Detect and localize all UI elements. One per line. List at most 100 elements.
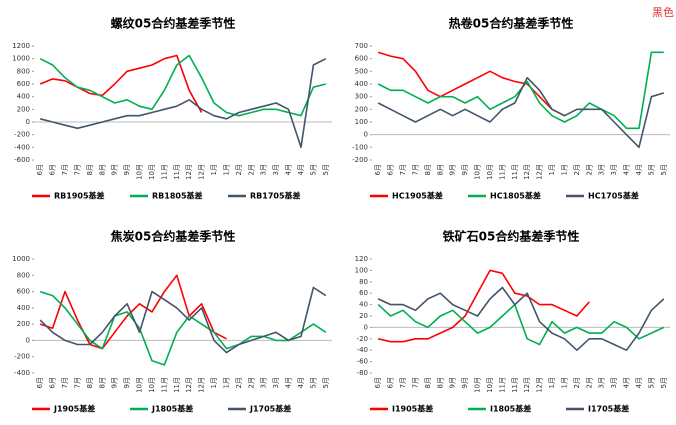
y-tick-label: 300 (355, 93, 368, 101)
x-tick-label: 12月 (198, 377, 206, 393)
y-tick-label: 400 (17, 304, 30, 312)
x-tick-label: 2月 (573, 164, 581, 175)
x-tick-label: 1月 (548, 377, 556, 388)
x-tick-label: 6月 (387, 377, 395, 388)
y-tick-label: 500 (355, 67, 368, 75)
x-tick-label: 9月 (449, 377, 457, 388)
x-tick-label: 5月 (322, 164, 330, 175)
x-tick-label: 8月 (86, 377, 94, 388)
x-tick-label: 9月 (111, 377, 119, 388)
y-tick-label: 400 (355, 80, 368, 88)
x-tick-label: 7月 (61, 377, 69, 388)
legend-label: I1705基差 (588, 404, 629, 414)
x-tick-label: 3月 (260, 377, 268, 388)
x-tick-label: 6月 (36, 164, 44, 175)
x-tick-label: 4月 (285, 377, 293, 388)
x-tick-label: 7月 (73, 164, 81, 175)
y-tick-label: -100 (352, 143, 368, 151)
x-tick-label: 4月 (297, 164, 305, 175)
legend-label: HC1805基差 (490, 191, 541, 201)
y-tick-label: 200 (355, 105, 368, 113)
x-tick-label: 6月 (374, 164, 382, 175)
x-tick-label: 3月 (610, 377, 618, 388)
y-tick-label: -40 (357, 346, 368, 354)
x-tick-label: 10月 (148, 377, 156, 393)
legend-label: HC1905基差 (392, 191, 443, 201)
series-line (378, 269, 590, 343)
x-tick-label: 4月 (623, 164, 631, 175)
x-tick-label: 12月 (536, 377, 544, 393)
x-tick-label: 2月 (235, 164, 243, 175)
x-tick-label: 7月 (73, 377, 81, 388)
x-tick-label: 11月 (160, 377, 168, 393)
x-tick-label: 4月 (297, 377, 305, 388)
y-tick-label: 1000 (12, 55, 30, 63)
chart-panel: 铁矿石05合约基差季节性 -80 -60 -40 -20 0 20 40 60 80 100 120 6… (355, 229, 670, 414)
y-tick-label: 700 (355, 42, 368, 50)
x-tick-label: 9月 (461, 377, 469, 388)
y-tick-label: -60 (357, 358, 368, 366)
series-line (39, 290, 327, 366)
x-tick-label: 1月 (210, 377, 218, 388)
chart-panel: 螺纹05合约基差季节性 -600 -400 -200 0 200 400 600 800 1000… (12, 16, 332, 201)
x-tick-label: 9月 (123, 377, 131, 388)
x-tick-label: 5月 (647, 377, 655, 388)
x-tick-label: 7月 (399, 164, 407, 175)
series-line (39, 54, 326, 117)
y-tick-label: 120 (355, 255, 368, 263)
y-tick-label: 0 (364, 323, 368, 331)
chart-panel: 热卷05合约基差季节性 -200 -100 0 100 200 300 400 500 600 70… (352, 16, 670, 201)
x-tick-label: 8月 (86, 164, 94, 175)
x-tick-label: 5月 (660, 164, 668, 175)
y-tick-label: -200 (14, 131, 30, 139)
x-tick-label: 11月 (511, 377, 519, 393)
series-line (39, 54, 203, 113)
x-tick-label: 11月 (498, 164, 506, 180)
x-tick-label: 8月 (424, 377, 432, 388)
series-line (377, 303, 665, 346)
x-tick-label: 9月 (111, 164, 119, 175)
x-tick-label: 3月 (610, 164, 618, 175)
x-tick-label: 8月 (436, 164, 444, 175)
x-tick-label: 7月 (411, 164, 419, 175)
legend-label: J1805基差 (151, 404, 193, 414)
x-tick-label: 2月 (247, 164, 255, 175)
x-tick-label: 10月 (486, 164, 494, 180)
y-tick-label: 1200 (12, 42, 30, 50)
legend-label: RB1905基差 (54, 191, 105, 201)
legend-label: RB1705基差 (250, 191, 301, 201)
y-tick-label: 80 (359, 278, 368, 286)
x-tick-label: 3月 (598, 164, 606, 175)
y-tick-label: 60 (359, 289, 368, 297)
x-tick-label: 7月 (61, 164, 69, 175)
legend-label: J1705基差 (249, 404, 291, 414)
x-tick-label: 2月 (573, 377, 581, 388)
x-tick-label: 12月 (523, 164, 531, 180)
y-tick-label: 100 (355, 266, 368, 274)
y-tick-label: 800 (17, 67, 30, 75)
y-tick-label: -200 (14, 353, 30, 361)
y-tick-label: 600 (17, 288, 30, 296)
y-tick-label: 0 (26, 336, 30, 344)
x-tick-label: 11月 (160, 164, 168, 180)
x-tick-label: 12月 (185, 377, 193, 393)
corner-label: 黑色 (652, 5, 674, 19)
y-tick-label: 200 (17, 320, 30, 328)
x-tick-label: 11月 (511, 164, 519, 180)
x-tick-label: 6月 (387, 164, 395, 175)
x-tick-label: 9月 (123, 164, 131, 175)
y-tick-label: 400 (17, 93, 30, 101)
x-tick-label: 1月 (222, 164, 230, 175)
y-tick-label: 1000 (12, 255, 30, 263)
chart-title: 螺纹05合约基差季节性 (111, 16, 236, 31)
series-line (377, 76, 665, 149)
x-tick-label: 5月 (322, 377, 330, 388)
x-tick-label: 2月 (247, 377, 255, 388)
y-tick-label: 600 (17, 80, 30, 88)
x-tick-label: 6月 (36, 377, 44, 388)
series-line (39, 274, 227, 350)
x-tick-label: 2月 (585, 164, 593, 175)
x-tick-label: 5月 (647, 164, 655, 175)
x-tick-label: 8月 (98, 377, 106, 388)
x-tick-label: 10月 (148, 164, 156, 180)
